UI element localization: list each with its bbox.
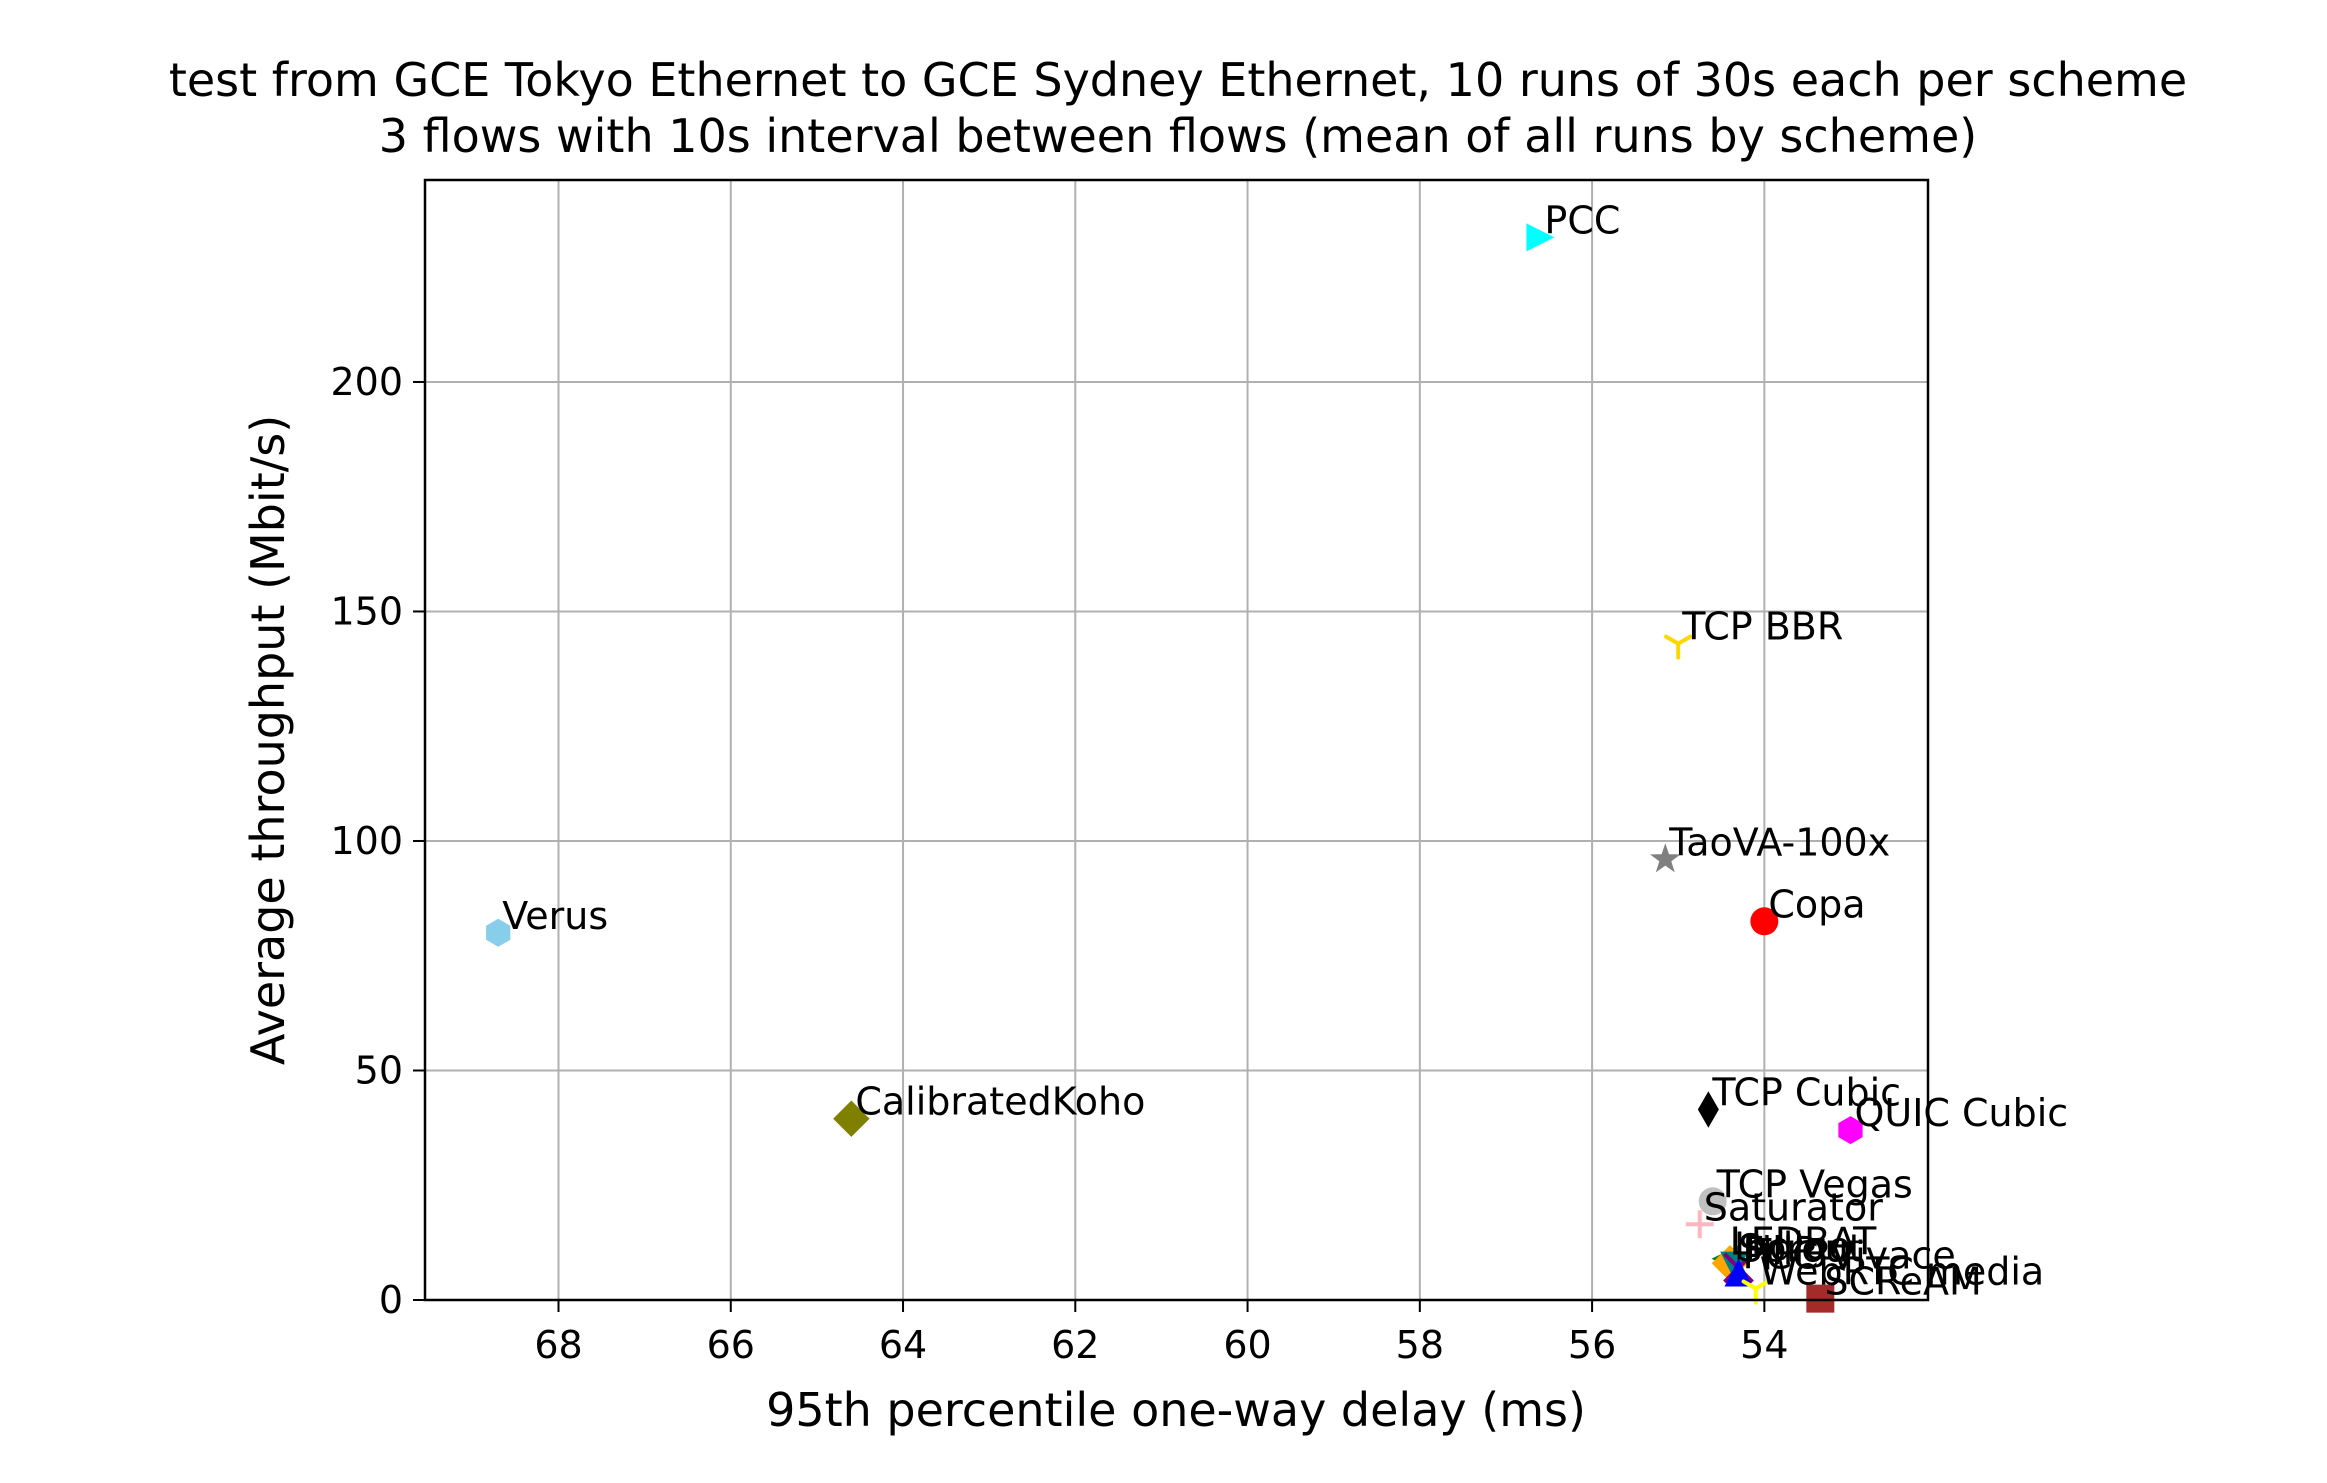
- point-label: Indigo: [1734, 1224, 1851, 1268]
- title-line-2: 3 flows with 10s interval between flows …: [379, 109, 1977, 163]
- data-point-0: [1526, 223, 1555, 252]
- x-tick-label: 58: [1396, 1323, 1444, 1367]
- point-label: WebRTC media: [1760, 1250, 2044, 1294]
- point-label: LEDBAT: [1730, 1220, 1878, 1264]
- point-label: Sprout: [1738, 1227, 1863, 1271]
- data-point-1: [1664, 634, 1693, 660]
- point-label: TCP BBR: [1681, 605, 1843, 649]
- point-label: QUIC Cubic: [1854, 1091, 2068, 1135]
- data-point: [833, 1100, 870, 1137]
- point-label: TaoVA-100x: [1668, 820, 1890, 864]
- title-line-1: test from GCE Tokyo Ethernet to GCE Sydn…: [169, 53, 2187, 107]
- y-axis-label: Average throughput (Mbit/s): [241, 415, 295, 1065]
- point-label: Verus: [502, 894, 608, 938]
- y-tick-label: 200: [330, 360, 403, 404]
- y-tick-label: 50: [355, 1048, 403, 1092]
- data-point-5: [1697, 1091, 1719, 1128]
- data-point-3: [1750, 907, 1779, 936]
- grid: [425, 180, 1928, 1301]
- data-point-9: [1685, 1210, 1714, 1239]
- y-axis-ticks: 0 50 100 150 200: [330, 360, 425, 1322]
- data-point: [1750, 907, 1779, 936]
- point-labels: PCC TCP BBR TaoVA-100x Copa Verus TCP Cubic Ca…: [502, 198, 2068, 1303]
- data-point: [486, 918, 511, 947]
- x-tick-label: 60: [1223, 1323, 1271, 1367]
- data-point-14: [1724, 1258, 1753, 1287]
- point-label: Copa: [1768, 882, 1865, 926]
- data-point: [1649, 843, 1681, 873]
- y-tick-label: 150: [330, 589, 403, 633]
- data-points: [486, 223, 1863, 1313]
- y-tick-label: 100: [330, 819, 403, 863]
- point-label: TCP Vegas: [1716, 1162, 1913, 1206]
- x-axis-ticks: 68 66 64 62 60 58 56 54: [534, 1300, 1789, 1367]
- data-point-8: [1698, 1187, 1727, 1216]
- data-point: [1806, 1284, 1835, 1313]
- data-point-16: [1806, 1284, 1835, 1313]
- point-label: SCReAM: [1824, 1260, 1982, 1304]
- point-label: Saturator: [1704, 1185, 1883, 1229]
- x-tick-label: 56: [1568, 1323, 1616, 1367]
- x-tick-label: 54: [1740, 1323, 1788, 1367]
- x-axis-label: 95th percentile one-way delay (ms): [766, 1383, 1586, 1437]
- x-tick-label: 68: [534, 1323, 582, 1367]
- data-point-7: [1838, 1116, 1863, 1145]
- point-label: FillP: [1743, 1229, 1817, 1273]
- data-point: [1526, 223, 1555, 252]
- y-tick-label: 0: [379, 1278, 403, 1322]
- point-label: PCC: [1544, 198, 1620, 242]
- data-point: [1698, 1187, 1727, 1216]
- x-tick-label: 66: [707, 1323, 755, 1367]
- data-point-4: [486, 918, 511, 947]
- data-point: [1838, 1116, 1863, 1145]
- data-point: [1724, 1258, 1753, 1287]
- point-label: TCP Cubic: [1711, 1071, 1901, 1115]
- x-tick-label: 64: [879, 1323, 927, 1367]
- chart-title: test from GCE Tokyo Ethernet to GCE Sydn…: [169, 53, 2187, 163]
- data-point-2: [1649, 843, 1681, 873]
- data-point: [1685, 1210, 1714, 1239]
- data-point-6: [833, 1100, 870, 1137]
- data-point: [1697, 1091, 1719, 1128]
- point-label: CalibratedKoho: [855, 1080, 1145, 1124]
- data-point: [1664, 634, 1693, 660]
- point-label: PCC-Vivace: [1743, 1233, 1956, 1277]
- x-tick-label: 62: [1051, 1323, 1099, 1367]
- plot-frame: [423, 178, 1930, 1302]
